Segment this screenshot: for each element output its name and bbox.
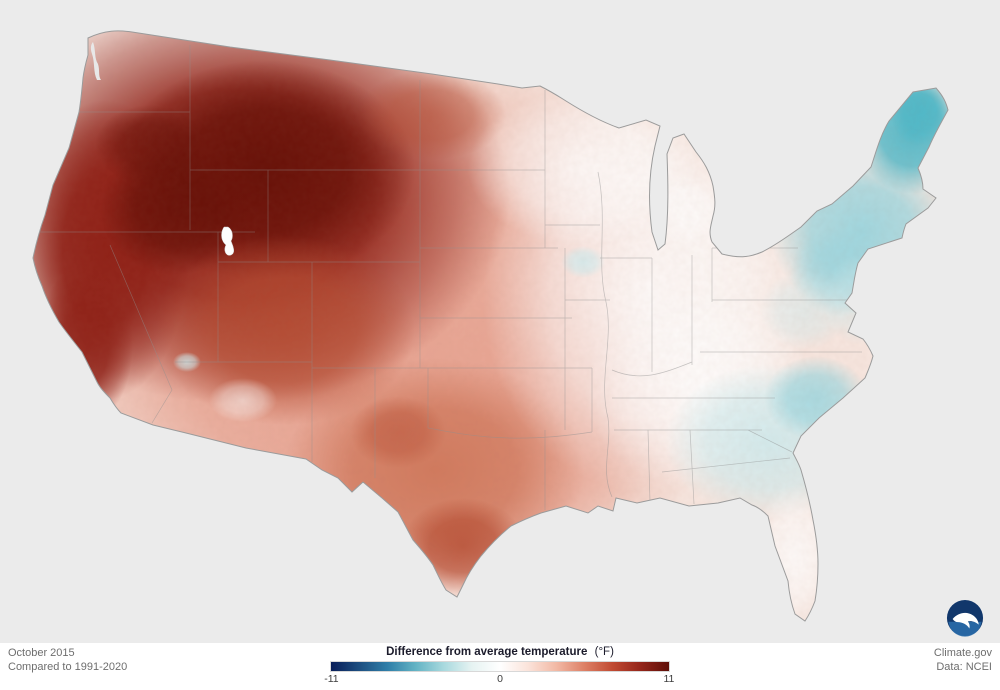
noaa-logo-gull [952, 612, 979, 629]
legend-colorbar [330, 661, 670, 672]
map-area [32, 30, 984, 637]
temperature-field [33, 30, 948, 621]
baseline-label: Compared to 1991-2020 [8, 660, 128, 673]
puget-sound [90, 42, 101, 80]
noaa-logo [946, 599, 984, 637]
great-salt-lake [221, 226, 234, 256]
legend-title: Difference from average temperature (°F) [310, 646, 690, 658]
date-block: October 2015 Compared to 1991-2020 [8, 647, 127, 674]
legend-title-text: Difference from average temperature [386, 646, 588, 658]
site-credit: Climate.gov [933, 647, 992, 659]
date-label: October 2015 [8, 647, 75, 659]
credit-block: Climate.gov Data: NCEI [934, 647, 992, 674]
noaa-logo-sea [948, 621, 982, 637]
legend-tick-min: -11 [324, 673, 339, 685]
us-outline [32, 30, 949, 622]
legend-unit: (°F) [594, 646, 614, 658]
legend-ticks: -11 0 11 [324, 673, 674, 686]
legend-tick-mid: 0 [497, 673, 503, 685]
us-temperature-map [32, 30, 949, 622]
data-credit: Data: NCEI [936, 660, 992, 673]
legend-tick-max: 11 [663, 673, 675, 685]
footer: October 2015 Compared to 1991-2020 Diffe… [0, 643, 1000, 690]
legend: Difference from average temperature (°F)… [310, 646, 690, 686]
